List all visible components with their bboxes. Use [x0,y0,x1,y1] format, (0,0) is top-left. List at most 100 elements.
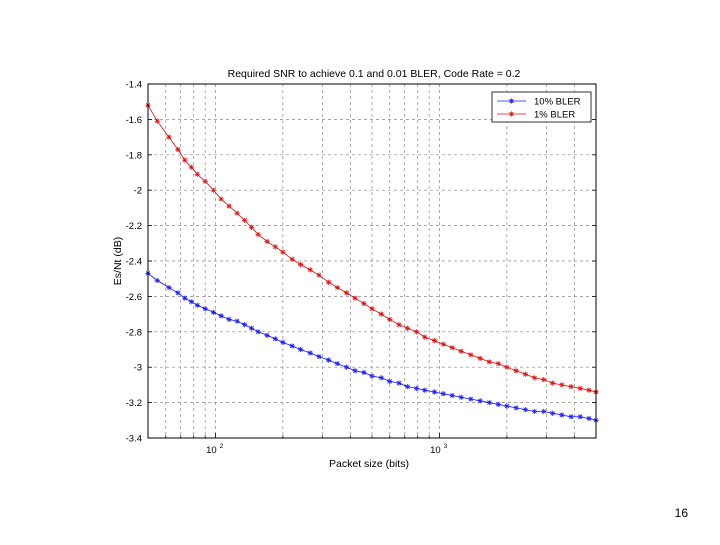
marker-stroke [550,410,555,416]
marker-stroke [289,343,295,349]
series-10pct-bler-point [495,401,501,407]
series-1pct-bler-point [549,380,556,386]
series-10pct-bler-point [387,378,393,384]
marker-stroke [352,368,358,373]
series-1pct-bler-point [248,224,255,230]
series-10pct-bler-point [431,389,438,395]
marker-stroke [242,322,247,327]
series-1pct-bler-point [559,382,565,388]
series-10pct-bler-point [289,343,295,349]
series-10pct-bler-point [396,380,402,386]
y-tick-label: -2.6 [126,292,142,303]
marker-stroke [586,416,592,421]
marker-stroke [405,326,410,331]
marker-stroke [396,322,402,327]
marker-stroke [361,370,367,375]
series-10pct-bler-point [248,325,255,331]
series-1pct-bler-point [422,334,428,340]
series-layer [145,102,599,423]
y-tick-label: -3 [134,363,142,374]
series-10pct-bler-point [188,299,194,305]
series-10pct-bler-point [194,302,200,308]
y-axis-label: Es/Nt (dB) [112,237,124,285]
marker-stroke [458,349,464,354]
series-10pct-bler-point [513,405,519,411]
marker-stroke [513,368,519,373]
marker-stroke [523,372,528,377]
marker-stroke [387,317,392,322]
series-1pct-bler-point [166,134,172,140]
series-10pct-bler-point [369,373,375,379]
marker-stroke [242,218,247,223]
marker-stroke [298,347,303,352]
marker-stroke [458,395,464,400]
series-1pct-bler-point [343,290,350,296]
series-10pct-bler-point [218,313,224,319]
marker-stroke [249,326,254,331]
series-1pct-bler-point [541,376,547,383]
series-10pct-bler-point [343,364,350,370]
marker-stroke [335,361,340,366]
marker-stroke [280,249,286,255]
series-1pct-bler-point [194,171,200,177]
marker-stroke [369,306,375,312]
x-tick-label: 10 [430,445,441,456]
series-1pct-bler-point [272,244,278,250]
marker-stroke [202,306,208,312]
marker-stroke [487,359,492,365]
series-10pct-bler-point [522,407,529,413]
marker-stroke [495,402,501,407]
marker-stroke [441,341,446,347]
series-1pct-bler-point [280,249,286,255]
series-1pct-bler-point [458,348,464,354]
marker-stroke [326,357,331,363]
series-10pct-bler-point [202,306,208,312]
series-10pct-bler-point [468,396,474,402]
marker-stroke [218,196,224,202]
series-10pct-bler-point [577,414,583,420]
marker-stroke [523,407,528,412]
series-1pct-bler-point [387,316,393,323]
marker-stroke [298,262,303,267]
y-tick-label: -1.4 [126,80,142,91]
marker-stroke [541,377,546,382]
marker-stroke [195,303,200,308]
series-10pct-bler-point [532,408,538,415]
marker-stroke [405,384,410,389]
marker-stroke [249,225,254,230]
y-tick-label: -3.2 [126,398,142,409]
series-1pct-bler-point [264,238,270,245]
marker-stroke [189,299,194,304]
marker-stroke [234,210,240,216]
series-1pct-bler-point [361,300,367,307]
marker-stroke [155,118,160,124]
chart-title: Required SNR to achieve 0.1 and 0.01 BLE… [228,68,521,80]
series-10pct-bler-point [361,369,367,376]
marker-stroke [586,387,592,393]
marker-stroke [166,285,172,290]
series-10pct-bler-point [226,316,232,323]
series-10pct-bler-point [440,391,446,397]
y-tick-label: -2.8 [126,327,142,338]
series-1pct-bler-point [396,322,402,328]
legend-10pct-bler-label: 10% BLER [534,97,581,108]
x-tick-exponent: 3 [444,443,448,450]
marker-stroke [175,147,181,152]
series-10pct-bler-point [422,387,428,393]
series-1pct-bler-point [210,187,217,193]
series-1pct-bler-point [440,341,446,347]
series-1pct-bler-point [218,196,224,202]
series-10pct-bler-point [559,412,565,418]
series-10pct-bler-point [504,403,510,409]
series-1pct-bler-point [226,203,232,209]
series-1pct-bler-point [378,311,384,317]
legend-10pct-bler-marker [508,98,515,104]
marker-stroke [513,405,519,411]
series-10pct-bler-point [255,329,261,335]
marker-stroke [361,301,367,306]
series-10pct-bler-point [280,339,286,346]
marker-stroke [182,157,188,163]
marker-stroke [308,350,313,356]
